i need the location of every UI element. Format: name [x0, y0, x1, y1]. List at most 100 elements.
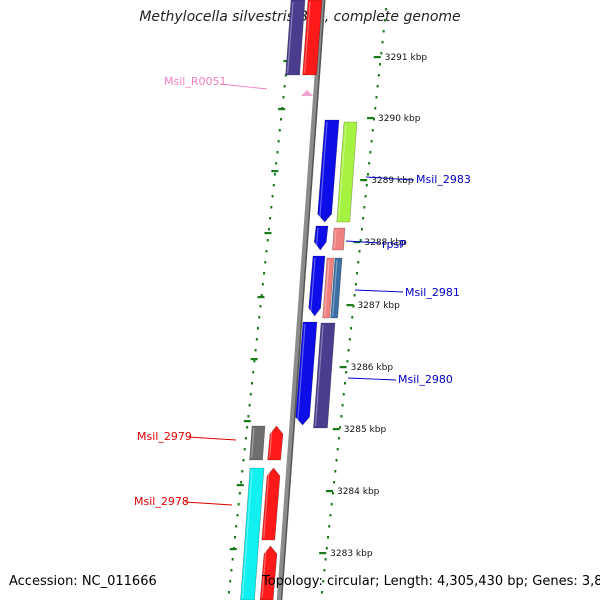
ring-dot [236, 514, 239, 517]
ring-dot [257, 327, 260, 330]
ring-dot [322, 580, 325, 583]
gene-msil-2981-blue [308, 255, 326, 317]
label-leader-line [187, 436, 237, 441]
ring-dot [247, 415, 250, 418]
ring-dot [249, 393, 252, 396]
gene-red-top-shine [304, 1, 311, 74]
ring-dot [252, 371, 255, 374]
ring-dot [343, 382, 346, 385]
ring-dot [227, 591, 230, 594]
ring-dot [345, 371, 348, 374]
ring-dot [259, 305, 262, 308]
gene-msil-2980-blue [295, 321, 318, 426]
ring-dot [266, 239, 269, 242]
gene-msil-2979-red-shine [268, 427, 273, 459]
ring-dot [382, 30, 385, 33]
ring-dash [271, 170, 279, 173]
ring-dot [340, 415, 343, 418]
ring-dot [352, 305, 355, 308]
gene-msil-2980-blue-shine [296, 323, 306, 424]
scale-tick-label: 3284 kbp [337, 487, 380, 497]
ring-dot [250, 382, 253, 385]
ring-dot [369, 151, 372, 154]
label-leader-line [184, 501, 233, 506]
ring-dot [263, 272, 266, 275]
ring-dot [248, 404, 251, 407]
scale-tick-mark [353, 241, 361, 244]
ring-dot [261, 283, 264, 286]
ring-dot [333, 481, 336, 484]
ring-dot [363, 206, 366, 209]
scale-tick-label: 3283 kbp [330, 549, 373, 559]
ring-dot [271, 195, 274, 198]
ring-dot [325, 547, 328, 550]
ring-dot [331, 492, 334, 495]
ring-dot [234, 536, 237, 539]
ring-dot [323, 569, 326, 572]
gene-msil-2983-blue [317, 119, 340, 223]
outer-dotted-ring [227, 8, 295, 594]
ring-dot [357, 261, 360, 264]
ring-dot [242, 459, 245, 462]
scale-tick-label: 3290 kbp [378, 114, 421, 124]
gene-features [240, 0, 358, 600]
ring-dot [370, 140, 373, 143]
ring-dot [280, 118, 283, 121]
ring-dot [329, 514, 332, 517]
gene-labels: Msil_R0051 Msil_2983 rpsP Msil_2981 Msil_298… [134, 75, 471, 508]
ring-dot [264, 261, 267, 264]
ring-dot [330, 503, 333, 506]
gene-red-bottom-shine [261, 547, 267, 599]
gene-msil-2981-pink-shine [324, 259, 330, 317]
gene-red-top [302, 0, 323, 76]
gene-msil-2978-cyan [240, 467, 265, 600]
scale-tick-mark [319, 552, 327, 555]
ring-dot [371, 129, 374, 132]
ring-dot [255, 338, 258, 341]
ring-dot [275, 162, 278, 165]
accession-text: Accession: NC_011666 [9, 574, 157, 589]
gene-label-rpsp: rpsP [382, 238, 406, 251]
ring-dot [267, 228, 270, 231]
ring-dot [385, 8, 388, 11]
ring-dot [284, 74, 287, 77]
gene-msil-2981-blue-shine [310, 257, 316, 315]
topology-text: Topology: circular; Length: 4,305,430 bp… [262, 574, 600, 589]
ring-dot [254, 349, 257, 352]
ring-dot [270, 206, 273, 209]
ring-dot [354, 283, 357, 286]
ring-dot [229, 580, 232, 583]
ring-dot [380, 52, 383, 55]
gene-label-msil-2978: Msil_2978 [134, 495, 189, 508]
genome-backbone [276, 0, 326, 600]
ring-dot [377, 74, 380, 77]
gene-label-msil-2980: Msil_2980 [398, 373, 453, 386]
ring-dot [265, 250, 268, 253]
gene-rpsp-blue [313, 225, 329, 251]
scale-tick-label: 3286 kbp [351, 363, 394, 373]
scale-tick-label: 3287 kbp [357, 301, 400, 311]
gene-rpsp-pink-shine [333, 229, 337, 249]
ring-dot [283, 85, 286, 88]
ring-dot [365, 184, 368, 187]
gene-rpsp-pink [332, 227, 346, 251]
ring-dot [353, 294, 356, 297]
ring-dot [356, 272, 359, 275]
ring-dot [258, 316, 261, 319]
scale-ticks: 3291 kbp 3290 kbp 3289 kbp 3288 kbp 3287 kbp… [319, 53, 427, 559]
gene-label-msil-r0051: Msil_R0051 [164, 75, 226, 88]
ring-dot [339, 426, 342, 429]
ring-dot [276, 151, 279, 154]
ring-dot [273, 173, 276, 176]
gene-msil-2980-navy [313, 322, 336, 429]
gene-navy-top-shine [287, 1, 294, 74]
scale-tick-mark [346, 304, 354, 307]
ring-dot [368, 162, 371, 165]
ring-dot [334, 470, 337, 473]
ring-dash [278, 108, 286, 111]
ring-dot [277, 140, 280, 143]
ring-dot [244, 437, 247, 440]
scale-tick-mark [325, 490, 333, 493]
backbone-line [276, 0, 324, 600]
ring-dot [364, 195, 367, 198]
